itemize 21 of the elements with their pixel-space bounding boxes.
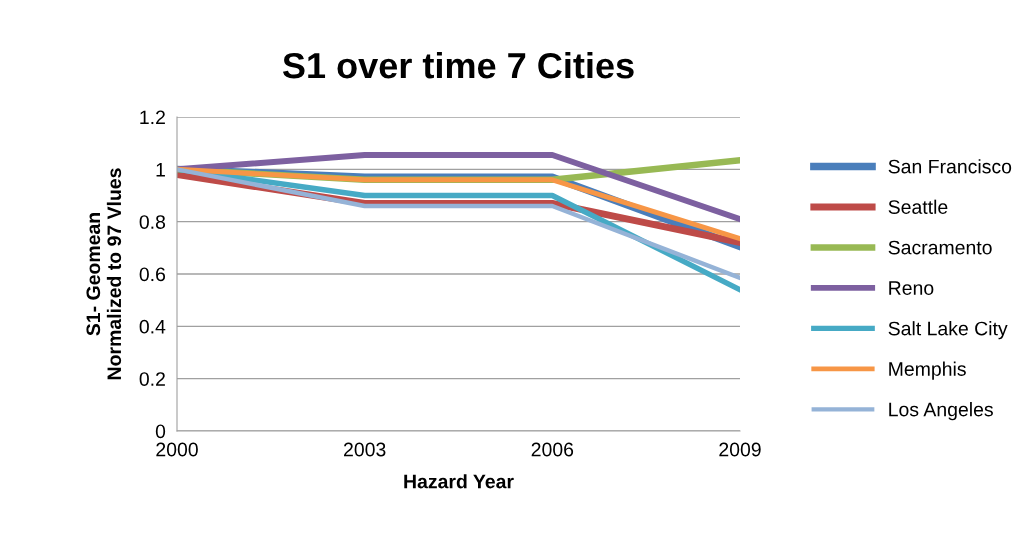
legend-label: Memphis xyxy=(889,361,966,380)
y-tick-label: 0.2 xyxy=(139,372,165,386)
legend-label: Seattle xyxy=(888,199,948,214)
x-tick-label: 2003 xyxy=(344,442,386,457)
y-tick-label: 0.8 xyxy=(139,215,166,229)
legend-label: Salt Lake City xyxy=(888,321,1008,340)
x-tick-label: 2000 xyxy=(156,442,198,457)
y-tick-label: 0 xyxy=(155,424,166,439)
y-axis-title: S1- Geomean Normalized to 97 Vlues xyxy=(86,168,122,380)
legend-label: Los Angeles xyxy=(889,402,993,421)
y-tick-label: 1 xyxy=(156,163,165,177)
legend-label: San Francisco xyxy=(888,159,1012,174)
y-tick-label: 1.2 xyxy=(140,110,165,125)
y-tick-label: 0.6 xyxy=(139,267,166,282)
legend-label: Sacramento xyxy=(888,240,992,255)
x-tick-label: 2006 xyxy=(531,442,574,457)
y-tick-label: 0.4 xyxy=(139,319,166,334)
chart-title: S1 over time 7 Cities xyxy=(282,51,634,79)
x-axis-title: Hazard Year xyxy=(404,474,514,489)
legend-label: Reno xyxy=(889,281,934,295)
x-tick-label: 2009 xyxy=(719,442,761,457)
